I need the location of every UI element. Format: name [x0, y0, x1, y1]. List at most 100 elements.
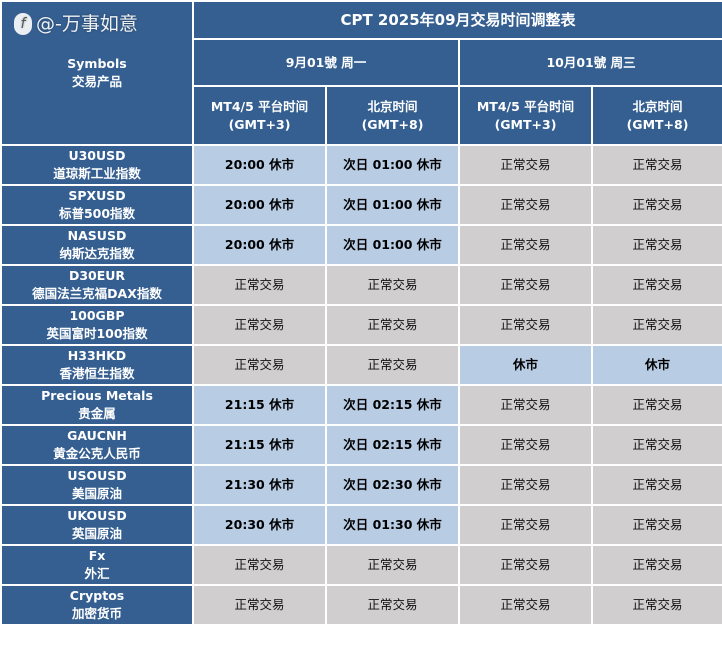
schedule-cell: 20:00 休市 [192, 144, 327, 186]
symbol-code: USOUSD [67, 468, 127, 483]
symbol-cell: UKOUSD 英国原油 [0, 504, 194, 546]
schedule-cell: 正常交易 [590, 584, 722, 626]
symbol-cell: Fx 外汇 [0, 544, 194, 586]
symbol-cell: NASUSD 纳斯达克指数 [0, 224, 194, 266]
schedule-cell: 正常交易 [458, 264, 593, 306]
symbol-code: Fx [88, 548, 106, 563]
table-row: NASUSD 纳斯达克指数 20:00 休市 次日 01:00 休市 正常交易 正常交易 [0, 224, 722, 266]
table-row: H33HKD 香港恒生指数 正常交易 正常交易 休市 休市 [0, 344, 722, 386]
schedule-cell: 次日 02:15 休市 [325, 384, 460, 426]
symbol-cell: GAUCNH 黄金公克人民币 [0, 424, 194, 466]
time-zone-label: 北京时间 [632, 98, 683, 114]
schedule-cell: 正常交易 [458, 224, 593, 266]
date-header: 9月01號 周一 [192, 38, 460, 87]
symbol-cell: SPXUSD 标普500指数 [0, 184, 194, 226]
symbol-name: 德国法兰克福DAX指数 [32, 286, 162, 301]
symbol-code: SPXUSD [68, 188, 126, 203]
schedule-cell: 次日 01:00 休市 [325, 184, 460, 226]
schedule-cell: 正常交易 [458, 504, 593, 546]
symbol-name: 英国富时100指数 [46, 326, 148, 341]
schedule-cell: 正常交易 [458, 584, 593, 626]
watermark-text: @-万事如意 [36, 13, 138, 35]
schedule-cell: 正常交易 [325, 584, 460, 626]
schedule-cell: 正常交易 [590, 144, 722, 186]
watermark-logo-icon: f [14, 13, 32, 35]
symbols-header: Symbols 交易产品 [0, 0, 194, 146]
schedule-cell: 21:15 休市 [192, 424, 327, 466]
schedule-cell: 次日 01:30 休市 [325, 504, 460, 546]
symbol-code: UKOUSD [67, 508, 127, 523]
symbols-header-zh: 交易产品 [71, 74, 122, 89]
schedule-cell: 次日 02:30 休市 [325, 464, 460, 506]
schedule-cell: 正常交易 [590, 384, 722, 426]
schedule-cell: 次日 01:00 休市 [325, 144, 460, 186]
table-row: SPXUSD 标普500指数 20:00 休市 次日 01:00 休市 正常交易 正常交易 [0, 184, 722, 226]
symbol-name: 加密货币 [71, 606, 122, 621]
table-row: 100GBP 英国富时100指数 正常交易 正常交易 正常交易 正常交易 [0, 304, 722, 346]
symbol-cell: 100GBP 英国富时100指数 [0, 304, 194, 346]
symbol-code: Precious Metals [41, 388, 153, 403]
symbol-cell: Cryptos 加密货币 [0, 584, 194, 626]
time-zone-label: MT4/5 平台时间 [476, 98, 575, 114]
symbol-name: 美国原油 [71, 486, 122, 501]
time-zone-header: MT4/5 平台时间 (GMT+3) [192, 85, 327, 146]
symbol-code: D30EUR [68, 268, 126, 283]
date-header: 10月01號 周三 [457, 38, 722, 87]
time-zone-label: 北京时间 [367, 98, 418, 114]
schedule-cell: 正常交易 [325, 264, 460, 306]
schedule-cell: 20:30 休市 [192, 504, 327, 546]
schedule-cell: 次日 02:15 休市 [325, 424, 460, 466]
symbol-name: 标普500指数 [58, 206, 136, 221]
table-row: D30EUR 德国法兰克福DAX指数 正常交易 正常交易 正常交易 正常交易 [0, 264, 722, 306]
schedule-cell: 正常交易 [590, 544, 722, 586]
symbol-cell: D30EUR 德国法兰克福DAX指数 [0, 264, 194, 306]
schedule-cell: 正常交易 [590, 264, 722, 306]
schedule-cell: 正常交易 [590, 504, 722, 546]
schedule-cell: 次日 01:00 休市 [325, 224, 460, 266]
schedule-cell: 正常交易 [192, 344, 327, 386]
schedule-cell: 正常交易 [458, 384, 593, 426]
schedule-cell: 正常交易 [458, 184, 593, 226]
symbol-cell: USOUSD 美国原油 [0, 464, 194, 506]
schedule-cell: 20:00 休市 [192, 224, 327, 266]
symbol-name: 黄金公克人民币 [53, 446, 141, 461]
schedule-cell: 正常交易 [458, 424, 593, 466]
schedule-cell: 正常交易 [192, 544, 327, 586]
symbol-code: Cryptos [69, 588, 125, 603]
time-zone-header: 北京时间 (GMT+8) [590, 85, 722, 146]
trading-hours-table: Symbols 交易产品 CPT 2025年09月交易时间调整表 9月01號 周… [0, 0, 722, 626]
schedule-cell: 休市 [458, 344, 593, 386]
table-row: USOUSD 美国原油 21:30 休市 次日 02:30 休市 正常交易 正常交易 [0, 464, 722, 506]
time-zone-offset: (GMT+3) [228, 116, 291, 132]
symbol-code: 100GBP [69, 308, 125, 323]
time-zone-offset: (GMT+8) [626, 116, 689, 132]
table-row: GAUCNH 黄金公克人民币 21:15 休市 次日 02:15 休市 正常交易 正常交易 [0, 424, 722, 466]
time-zone-offset: (GMT+3) [494, 116, 557, 132]
symbol-name: 香港恒生指数 [59, 366, 135, 381]
schedule-cell: 21:30 休市 [192, 464, 327, 506]
symbol-code: GAUCNH [67, 428, 127, 443]
schedule-cell: 21:15 休市 [192, 384, 327, 426]
time-zone-offset: (GMT+8) [361, 116, 424, 132]
symbols-header-en: Symbols [67, 56, 127, 71]
schedule-cell: 正常交易 [192, 584, 327, 626]
schedule-cell: 正常交易 [458, 304, 593, 346]
symbol-name: 贵金属 [78, 406, 116, 421]
schedule-cell: 正常交易 [192, 264, 327, 306]
time-zone-header: 北京时间 (GMT+8) [325, 85, 460, 146]
schedule-cell: 正常交易 [192, 304, 327, 346]
symbol-code: H33HKD [67, 348, 127, 363]
schedule-cell: 正常交易 [325, 544, 460, 586]
schedule-cell: 正常交易 [458, 544, 593, 586]
symbol-cell: Precious Metals 贵金属 [0, 384, 194, 426]
schedule-cell: 正常交易 [590, 184, 722, 226]
time-zone-label: MT4/5 平台时间 [210, 98, 309, 114]
schedule-cell: 正常交易 [590, 424, 722, 466]
table-row: Precious Metals 贵金属 21:15 休市 次日 02:15 休市 正常交… [0, 384, 722, 426]
table-row: UKOUSD 英国原油 20:30 休市 次日 01:30 休市 正常交易 正常交易 [0, 504, 722, 546]
table-row: Fx 外汇 正常交易 正常交易 正常交易 正常交易 [0, 544, 722, 586]
table-row: U30USD 道琼斯工业指数 20:00 休市 次日 01:00 休市 正常交易 正常交易 [0, 144, 722, 186]
time-zone-header: MT4/5 平台时间 (GMT+3) [458, 85, 593, 146]
symbol-code: U30USD [68, 148, 126, 163]
schedule-cell: 正常交易 [458, 464, 593, 506]
